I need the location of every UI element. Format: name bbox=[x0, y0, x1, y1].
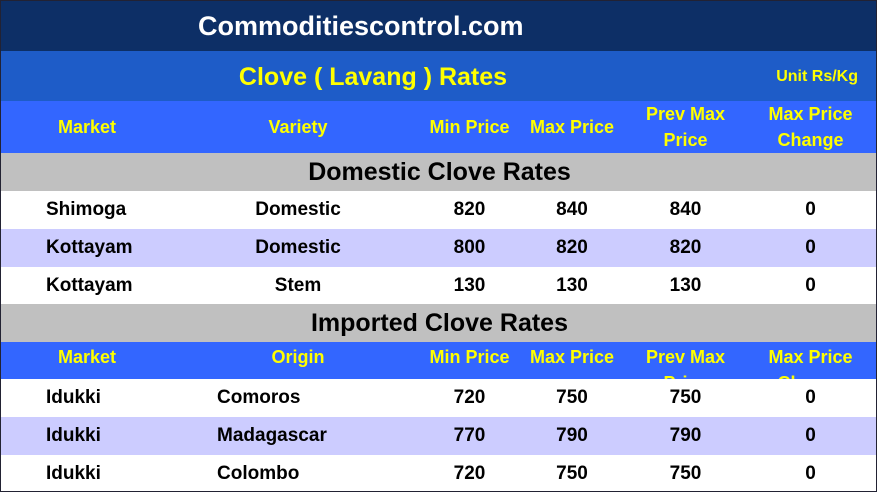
column-header: Market bbox=[57, 347, 117, 367]
section-title: Imported Clove Rates bbox=[1, 304, 876, 342]
table-cell: 750 bbox=[556, 387, 588, 408]
data-row: Idukki Colombo 720 750 750 0 bbox=[1, 455, 876, 491]
table-cell: Shimoga bbox=[46, 199, 127, 220]
site-name: Commoditiescontrol.com bbox=[198, 11, 524, 41]
table-cell: 750 bbox=[556, 463, 588, 484]
table-cell: Comoros bbox=[217, 387, 301, 408]
data-row: Shimoga Domestic 820 840 840 0 bbox=[1, 191, 876, 229]
section-title: Domestic Clove Rates bbox=[1, 153, 876, 191]
table-cell: Domestic bbox=[255, 199, 341, 220]
table-cell: Colombo bbox=[217, 463, 300, 484]
table-cell: 0 bbox=[805, 199, 816, 220]
column-header: Origin bbox=[271, 347, 325, 367]
table-cell: 820 bbox=[453, 199, 486, 220]
column-header: Prev Max Price bbox=[645, 104, 726, 150]
column-header: Market bbox=[57, 117, 117, 137]
table-cell: Idukki bbox=[46, 425, 101, 446]
column-header: Variety bbox=[268, 117, 328, 137]
site-banner: Commoditiescontrol.com bbox=[1, 1, 876, 51]
table-cell: 0 bbox=[805, 463, 816, 484]
data-row: Idukki Comoros 720 750 750 0 bbox=[1, 379, 876, 417]
table-cell: 0 bbox=[805, 274, 816, 296]
table-cell: 130 bbox=[669, 274, 702, 296]
table-cell: 720 bbox=[453, 463, 486, 484]
table-cell: 840 bbox=[556, 199, 588, 220]
data-row: Idukki Madagascar 770 790 790 0 bbox=[1, 417, 876, 455]
table-cell: 820 bbox=[556, 237, 588, 258]
column-header: Max Price bbox=[529, 347, 615, 367]
table-cell: 720 bbox=[453, 387, 486, 408]
page-title: Clove ( Lavang ) Rates bbox=[238, 63, 508, 91]
table-cell: 790 bbox=[669, 425, 702, 446]
table-cell: 0 bbox=[805, 237, 816, 258]
table-cell: Domestic bbox=[255, 237, 341, 258]
table-cell: 130 bbox=[453, 274, 486, 296]
table-cell: 130 bbox=[556, 274, 588, 296]
table-cell: 750 bbox=[669, 387, 702, 408]
title-bar: Clove ( Lavang ) Rates Unit Rs/Kg bbox=[1, 51, 876, 101]
table-cell: Idukki bbox=[46, 387, 101, 408]
column-header: Prev Max Price bbox=[645, 347, 726, 379]
table-cell: 0 bbox=[805, 425, 816, 446]
table-cell: Madagascar bbox=[217, 425, 327, 446]
data-row: Kottayam Stem 130 130 130 0 bbox=[1, 267, 876, 304]
table-cell: Kottayam bbox=[46, 237, 133, 258]
table-cell: Kottayam bbox=[46, 274, 133, 296]
column-header: Max Price bbox=[529, 117, 615, 137]
column-header: Max Price Change bbox=[768, 104, 853, 150]
column-header-row: Market Origin Min Price Max Price Prev Max P… bbox=[1, 342, 876, 379]
unit-label: Unit Rs/Kg bbox=[776, 68, 858, 85]
table-cell: 790 bbox=[556, 425, 588, 446]
table-cell: 800 bbox=[453, 237, 486, 258]
table-cell: 820 bbox=[669, 237, 702, 258]
column-header: Min Price bbox=[429, 117, 510, 137]
table-cell: 770 bbox=[453, 425, 486, 446]
column-header: Max Price Change bbox=[768, 347, 853, 379]
column-header: Min Price bbox=[429, 347, 510, 367]
table-cell: Stem bbox=[274, 274, 322, 296]
table-cell: 840 bbox=[669, 199, 702, 220]
data-row: Kottayam Domestic 800 820 820 0 bbox=[1, 229, 876, 267]
table-cell: Idukki bbox=[46, 463, 101, 484]
table-cell: 750 bbox=[669, 463, 702, 484]
table-cell: 0 bbox=[805, 387, 816, 408]
column-header-row: Market Variety Min Price Max Price Prev Max … bbox=[1, 101, 876, 153]
